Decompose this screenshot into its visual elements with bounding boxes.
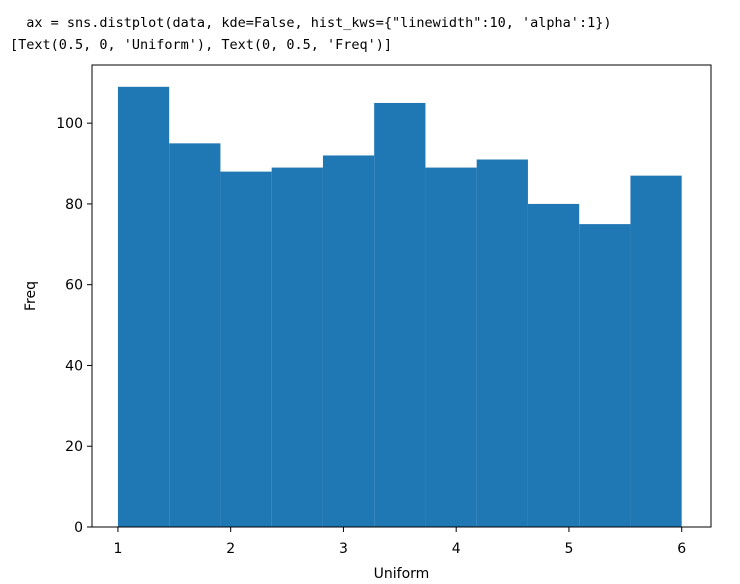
bar [271, 167, 323, 528]
y-tick-label: 100 [56, 116, 83, 132]
y-tick-label: 60 [65, 278, 83, 294]
x-tick-label: 2 [226, 541, 235, 557]
x-tick-label: 1 [113, 541, 122, 557]
y-tick-label: 0 [74, 520, 83, 536]
bar [579, 224, 631, 527]
x-tick-label: 3 [339, 541, 348, 557]
x-tick-label: 6 [677, 541, 686, 557]
bar [169, 143, 221, 527]
bar [117, 86, 170, 528]
y-tick-label: 80 [65, 197, 83, 213]
bar [630, 175, 682, 527]
bar [374, 102, 426, 527]
x-axis-label: Uniform [374, 566, 430, 582]
axes-frame [91, 64, 712, 528]
y-tick-label: 40 [65, 358, 83, 374]
bar [425, 167, 477, 528]
bar [527, 203, 580, 527]
x-tick-label: 5 [564, 541, 573, 557]
y-tick-label: 20 [65, 439, 83, 455]
code-line: ax = sns.distplot(data, kde=False, hist_… [10, 15, 611, 31]
bar [322, 155, 375, 527]
x-tick-label: 4 [452, 541, 461, 557]
output-line: [Text(0.5, 0, 'Uniform'), Text(0, 0.5, '… [10, 37, 392, 53]
bar [476, 159, 528, 527]
y-axis-label: Freq [23, 281, 39, 311]
bar [220, 171, 272, 527]
